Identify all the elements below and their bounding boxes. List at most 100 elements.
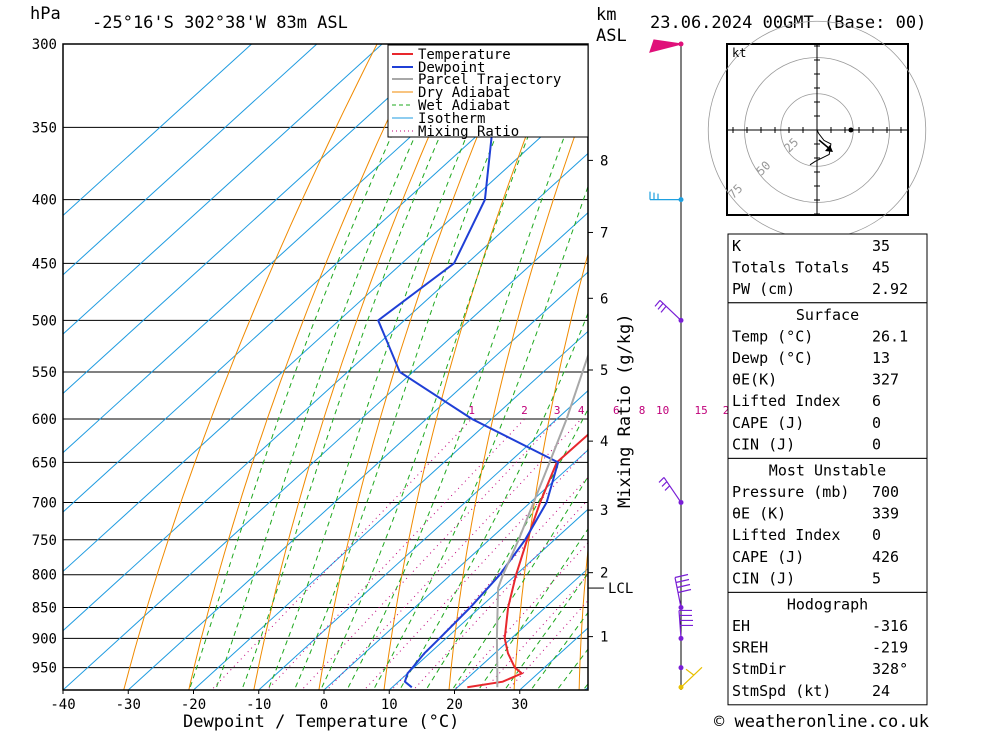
- most-unstable-box: [727, 457, 928, 593]
- wet-adiabat-line: [320, 44, 566, 690]
- pressure-tick-label: 800: [32, 568, 57, 584]
- mixing-ratio-line: [363, 448, 588, 690]
- mixing-ratio-line: [507, 599, 588, 690]
- x-tick-label: 20: [446, 697, 463, 713]
- most-unstable-label: CAPE (J): [732, 548, 804, 566]
- hodograph-stats-box: [727, 591, 928, 706]
- wind-barb-lines: [680, 666, 703, 688]
- most-unstable-value: 339: [872, 505, 899, 523]
- mixing-ratio-axis-label: Mixing Ratio (g/kg): [615, 314, 635, 508]
- isotherm-line: [63, 44, 579, 513]
- surface-label: CIN (J): [732, 435, 795, 453]
- mixing-ratio-line: [326, 418, 582, 690]
- lcl-label: LCL: [608, 581, 633, 597]
- dry-adiabat-line: [318, 44, 517, 690]
- isotherm-line: [127, 271, 588, 690]
- most-unstable-label: θE (K): [732, 505, 786, 523]
- wind-barb: [649, 39, 682, 53]
- isotherm-line: [63, 44, 318, 276]
- isotherm-line: [454, 567, 588, 690]
- mixing-ratio-line: [301, 418, 558, 690]
- copyright: © weatheronline.co.uk: [714, 712, 929, 732]
- isotherm-line: [388, 508, 588, 690]
- isotherm-line: [258, 390, 588, 690]
- most-unstable-value: 426: [872, 548, 899, 566]
- mixing-ratio-label: 4: [578, 404, 585, 417]
- indices-value: 45: [872, 259, 890, 277]
- wind-dot: [678, 665, 684, 671]
- dry-adiabat-line: [944, 26, 982, 696]
- pressure-tick-label: 850: [32, 601, 57, 617]
- pressure-tick-label: 550: [32, 365, 57, 381]
- dry-adiabat-line: [513, 252, 588, 690]
- isotherm-line: [63, 212, 588, 690]
- series-temperature: [467, 433, 588, 689]
- isotherm-line: [63, 44, 252, 217]
- isotherm-line: [63, 93, 588, 573]
- most-unstable-label: Pressure (mb): [732, 483, 849, 501]
- pressure-tick-label: 300: [32, 37, 57, 53]
- wind-barb-lines: [658, 477, 682, 503]
- mixing-ratio-label: 15: [695, 404, 708, 417]
- pressure-tick-label: 500: [32, 313, 57, 329]
- hodograph-stats-title: Hodograph: [787, 595, 868, 613]
- surface-title: Surface: [796, 306, 859, 324]
- datetime: 23.06.2024 00GMT (Base: 00): [650, 13, 926, 33]
- pressure-tick-label: 700: [32, 495, 57, 511]
- height-tick-label: 2: [600, 566, 608, 582]
- isotherm-line: [193, 330, 588, 690]
- dry-adiabat-line: [253, 44, 471, 690]
- wet-adiabat-line: [530, 611, 588, 690]
- pressure-tick-label: 750: [32, 533, 57, 549]
- most-unstable-label: Lifted Index: [732, 526, 840, 544]
- plot-frame: [62, 43, 589, 691]
- mixing-ratio-label: 2: [521, 404, 528, 417]
- dry-adiabat-line: [383, 44, 563, 690]
- height-tick-label: 5: [600, 363, 608, 379]
- series-dewpoint: [376, 44, 560, 689]
- wet-adiabat-line: [346, 72, 588, 690]
- surface-value: 0: [872, 414, 881, 432]
- pressure-tick-label: 650: [32, 455, 57, 471]
- hodograph-unit: kt: [732, 46, 746, 60]
- location-title: -25°16'S 302°38'W 83m ASL: [92, 13, 348, 33]
- height-ref: ASL: [596, 26, 627, 46]
- wind-barb: [658, 477, 682, 503]
- mixing-ratio-label: 1: [468, 404, 475, 417]
- x-tick-label: 10: [381, 697, 398, 713]
- mixing-ratio-line: [483, 574, 588, 690]
- hodograph-stats-label: EH: [732, 617, 750, 635]
- pressure-tick-label: 400: [32, 193, 57, 209]
- legend-parcel: Parcel Trajectory: [418, 72, 561, 88]
- hodograph-stats-label: SREH: [732, 639, 768, 657]
- wind-barb-lines: [674, 573, 692, 608]
- indices-value: 35: [872, 237, 890, 255]
- legend-dry-adiabat: Dry Adiabat: [418, 85, 511, 101]
- indices-box: [727, 233, 928, 304]
- storm-arrow-head: [825, 145, 833, 152]
- mixing-ratio-label: 8: [639, 404, 646, 417]
- dry-adiabat-line: [188, 44, 424, 690]
- x-tick-label: -30: [116, 697, 141, 713]
- x-axis-label: Dewpoint / Temperature (°C): [183, 712, 459, 732]
- wet-adiabat-line: [241, 44, 481, 690]
- wet-adiabat-line: [293, 44, 535, 690]
- dry-adiabat-line: [123, 44, 378, 690]
- legend-dewpoint: Dewpoint: [418, 60, 485, 76]
- wet-adiabat-line: [214, 44, 458, 690]
- legend-wet-adiabat: Wet Adiabat: [418, 98, 511, 114]
- wind-barb-lines: [678, 609, 693, 639]
- wet-adiabat-line: [188, 44, 435, 690]
- isotherm-line: [323, 449, 588, 690]
- dry-adiabat-line: [578, 544, 588, 690]
- wet-adiabat-line: [477, 528, 588, 690]
- pressure-unit: hPa: [30, 4, 61, 24]
- surface-value: 26.1: [872, 327, 908, 345]
- surface-label: Dewp (°C): [732, 349, 813, 367]
- most-unstable-title: Most Unstable: [769, 461, 886, 479]
- height-unit: km: [596, 5, 616, 25]
- stats-table: K 35 Totals Totals 45 PW (cm) 2.92 Surface Temp…: [727, 233, 928, 706]
- wind-barb-lines: [654, 299, 682, 321]
- storm-motion-dot: [848, 127, 854, 133]
